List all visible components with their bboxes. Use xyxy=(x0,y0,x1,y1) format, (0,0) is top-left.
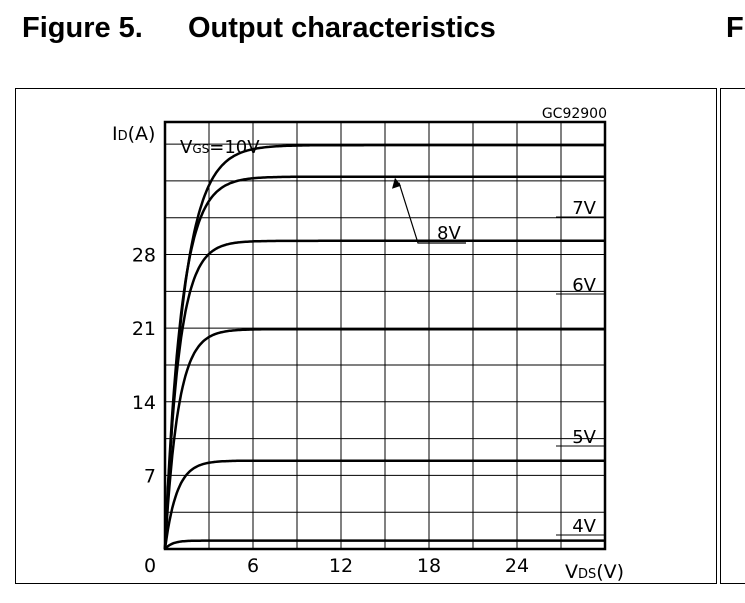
x-tick-label: 24 xyxy=(505,555,529,577)
adjacent-figure-frame xyxy=(720,88,745,584)
grid-lines xyxy=(163,120,607,551)
figure-number: Figure 5. xyxy=(22,12,143,44)
y-tick-label: 21 xyxy=(132,318,156,340)
y-axis-label-unit: (A) xyxy=(128,123,156,145)
x-axis-label-main: V xyxy=(565,561,578,583)
series-label-vgs-10v: VGS=10V xyxy=(180,137,260,158)
x-tick-label: 6 xyxy=(247,555,259,577)
label-leader-8v xyxy=(398,182,466,244)
curve-6v xyxy=(163,327,605,550)
y-axis-label: ID(A) xyxy=(112,123,155,145)
curve-8v xyxy=(163,175,605,550)
curve-5v xyxy=(163,459,605,550)
x-tick-label: 0 xyxy=(144,555,156,577)
figure-code: GC92900 xyxy=(542,106,607,122)
x-tick-label: 18 xyxy=(417,555,441,577)
series-label-7v: 7V xyxy=(572,198,596,219)
series-label-5v: 5V xyxy=(572,427,596,448)
y-tick-label: 14 xyxy=(132,392,156,414)
series-labels: VGS=10V 8V 7V 6V 5V 4V xyxy=(180,137,605,537)
figure-frame xyxy=(15,88,717,584)
series-label-8v: 8V xyxy=(437,223,461,244)
series-label-4v: 4V xyxy=(572,516,596,537)
label-arrow-8v xyxy=(392,177,401,189)
tick-labels: 0 6 12 18 24 7 14 21 28 xyxy=(132,245,529,577)
curve-4v xyxy=(164,539,605,550)
curve-7v xyxy=(163,239,605,550)
x-tick-label: 12 xyxy=(329,555,353,577)
x-axis-label-sub: DS xyxy=(578,567,596,582)
x-axis-label-unit: (V) xyxy=(596,561,624,583)
y-axis-label-sub: D xyxy=(118,129,128,144)
curves xyxy=(163,143,605,550)
figure-title: Output characteristics xyxy=(188,12,496,44)
plot-area-border xyxy=(163,120,607,551)
series-label-6v: 6V xyxy=(572,275,596,296)
curve-vgs-10v xyxy=(163,143,605,550)
next-figure-fragment: F xyxy=(726,12,744,44)
y-tick-label: 7 xyxy=(144,465,156,487)
x-axis-label: VDS(V) xyxy=(565,561,624,583)
y-tick-label: 28 xyxy=(132,245,156,267)
y-axis-label-main: I xyxy=(112,123,118,145)
